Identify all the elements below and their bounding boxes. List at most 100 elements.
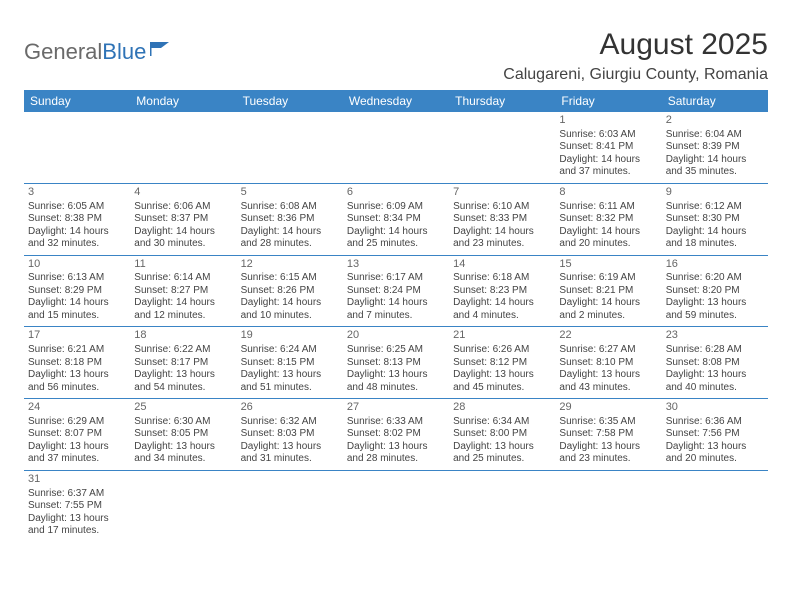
calendar-day: 25Sunrise: 6:30 AMSunset: 8:05 PMDayligh… (130, 399, 236, 470)
day-number: 5 (241, 186, 339, 200)
sunrise-text: Sunrise: 6:14 AM (134, 272, 232, 285)
sunrise-text: Sunrise: 6:33 AM (347, 416, 445, 429)
daylight-text: Daylight: 14 hours and 18 minutes. (666, 226, 764, 251)
day-number: 25 (134, 401, 232, 415)
calendar-week: 31Sunrise: 6:37 AMSunset: 7:55 PMDayligh… (24, 471, 768, 542)
sunrise-text: Sunrise: 6:35 AM (559, 416, 657, 429)
location: Calugareni, Giurgiu County, Romania (503, 66, 768, 84)
sunrise-text: Sunrise: 6:36 AM (666, 416, 764, 429)
day-number: 18 (134, 329, 232, 343)
sunset-text: Sunset: 8:10 PM (559, 357, 657, 370)
calendar-day: 17Sunrise: 6:21 AMSunset: 8:18 PMDayligh… (24, 327, 130, 398)
sunrise-text: Sunrise: 6:34 AM (453, 416, 551, 429)
day-number: 6 (347, 186, 445, 200)
sunrise-text: Sunrise: 6:27 AM (559, 344, 657, 357)
sunset-text: Sunset: 8:13 PM (347, 357, 445, 370)
calendar-day-empty (662, 471, 768, 542)
day-number: 13 (347, 258, 445, 272)
sunset-text: Sunset: 8:07 PM (28, 428, 126, 441)
sunset-text: Sunset: 8:30 PM (666, 213, 764, 226)
calendar-day: 13Sunrise: 6:17 AMSunset: 8:24 PMDayligh… (343, 256, 449, 327)
day-number: 30 (666, 401, 764, 415)
calendar-day: 23Sunrise: 6:28 AMSunset: 8:08 PMDayligh… (662, 327, 768, 398)
sunrise-text: Sunrise: 6:05 AM (28, 201, 126, 214)
sunset-text: Sunset: 8:33 PM (453, 213, 551, 226)
sunrise-text: Sunrise: 6:20 AM (666, 272, 764, 285)
calendar-day: 14Sunrise: 6:18 AMSunset: 8:23 PMDayligh… (449, 256, 555, 327)
sunrise-text: Sunrise: 6:29 AM (28, 416, 126, 429)
calendar-day: 10Sunrise: 6:13 AMSunset: 8:29 PMDayligh… (24, 256, 130, 327)
daylight-text: Daylight: 13 hours and 51 minutes. (241, 369, 339, 394)
daylight-text: Daylight: 14 hours and 12 minutes. (134, 297, 232, 322)
day-number: 17 (28, 329, 126, 343)
calendar-day: 20Sunrise: 6:25 AMSunset: 8:13 PMDayligh… (343, 327, 449, 398)
sunset-text: Sunset: 7:56 PM (666, 428, 764, 441)
day-number: 27 (347, 401, 445, 415)
calendar-day-empty (449, 471, 555, 542)
day-number: 28 (453, 401, 551, 415)
day-number: 9 (666, 186, 764, 200)
sunset-text: Sunset: 8:34 PM (347, 213, 445, 226)
sunset-text: Sunset: 8:36 PM (241, 213, 339, 226)
calendar-day-empty (555, 471, 661, 542)
daylight-text: Daylight: 14 hours and 28 minutes. (241, 226, 339, 251)
calendar-day: 7Sunrise: 6:10 AMSunset: 8:33 PMDaylight… (449, 184, 555, 255)
sunset-text: Sunset: 8:17 PM (134, 357, 232, 370)
daylight-text: Daylight: 14 hours and 37 minutes. (559, 154, 657, 179)
daylight-text: Daylight: 13 hours and 48 minutes. (347, 369, 445, 394)
daylight-text: Daylight: 14 hours and 35 minutes. (666, 154, 764, 179)
title-block: August 2025 Calugareni, Giurgiu County, … (503, 28, 768, 84)
day-header: Thursday (449, 90, 555, 112)
calendar-day: 19Sunrise: 6:24 AMSunset: 8:15 PMDayligh… (237, 327, 343, 398)
day-number: 19 (241, 329, 339, 343)
daylight-text: Daylight: 13 hours and 37 minutes. (28, 441, 126, 466)
sunset-text: Sunset: 8:03 PM (241, 428, 339, 441)
calendar-day-empty (130, 112, 236, 183)
sunrise-text: Sunrise: 6:32 AM (241, 416, 339, 429)
sunrise-text: Sunrise: 6:26 AM (453, 344, 551, 357)
calendar-day: 8Sunrise: 6:11 AMSunset: 8:32 PMDaylight… (555, 184, 661, 255)
calendar-day: 6Sunrise: 6:09 AMSunset: 8:34 PMDaylight… (343, 184, 449, 255)
calendar-day-empty (237, 471, 343, 542)
day-number: 1 (559, 114, 657, 128)
daylight-text: Daylight: 13 hours and 59 minutes. (666, 297, 764, 322)
sunrise-text: Sunrise: 6:06 AM (134, 201, 232, 214)
sunset-text: Sunset: 8:08 PM (666, 357, 764, 370)
calendar-day-empty (130, 471, 236, 542)
sunrise-text: Sunrise: 6:17 AM (347, 272, 445, 285)
calendar-day: 5Sunrise: 6:08 AMSunset: 8:36 PMDaylight… (237, 184, 343, 255)
sunset-text: Sunset: 8:23 PM (453, 285, 551, 298)
sunrise-text: Sunrise: 6:25 AM (347, 344, 445, 357)
calendar-day: 29Sunrise: 6:35 AMSunset: 7:58 PMDayligh… (555, 399, 661, 470)
day-header: Wednesday (343, 90, 449, 112)
calendar-day: 28Sunrise: 6:34 AMSunset: 8:00 PMDayligh… (449, 399, 555, 470)
day-number: 26 (241, 401, 339, 415)
calendar-day: 24Sunrise: 6:29 AMSunset: 8:07 PMDayligh… (24, 399, 130, 470)
sunrise-text: Sunrise: 6:37 AM (28, 488, 126, 501)
sunrise-text: Sunrise: 6:30 AM (134, 416, 232, 429)
daylight-text: Daylight: 13 hours and 56 minutes. (28, 369, 126, 394)
calendar-day: 26Sunrise: 6:32 AMSunset: 8:03 PMDayligh… (237, 399, 343, 470)
sunset-text: Sunset: 7:55 PM (28, 500, 126, 513)
day-number: 23 (666, 329, 764, 343)
day-number: 14 (453, 258, 551, 272)
daylight-text: Daylight: 14 hours and 2 minutes. (559, 297, 657, 322)
daylight-text: Daylight: 13 hours and 54 minutes. (134, 369, 232, 394)
calendar-day: 9Sunrise: 6:12 AMSunset: 8:30 PMDaylight… (662, 184, 768, 255)
daylight-text: Daylight: 14 hours and 7 minutes. (347, 297, 445, 322)
sunset-text: Sunset: 8:38 PM (28, 213, 126, 226)
daylight-text: Daylight: 13 hours and 40 minutes. (666, 369, 764, 394)
day-number: 20 (347, 329, 445, 343)
daylight-text: Daylight: 13 hours and 45 minutes. (453, 369, 551, 394)
sunrise-text: Sunrise: 6:15 AM (241, 272, 339, 285)
day-number: 16 (666, 258, 764, 272)
sunrise-text: Sunrise: 6:28 AM (666, 344, 764, 357)
calendar-day: 1Sunrise: 6:03 AMSunset: 8:41 PMDaylight… (555, 112, 661, 183)
calendar-day: 30Sunrise: 6:36 AMSunset: 7:56 PMDayligh… (662, 399, 768, 470)
daylight-text: Daylight: 13 hours and 31 minutes. (241, 441, 339, 466)
daylight-text: Daylight: 13 hours and 25 minutes. (453, 441, 551, 466)
calendar-day-empty (449, 112, 555, 183)
day-header: Sunday (24, 90, 130, 112)
logo-text-blue: Blue (102, 39, 146, 65)
day-number: 8 (559, 186, 657, 200)
